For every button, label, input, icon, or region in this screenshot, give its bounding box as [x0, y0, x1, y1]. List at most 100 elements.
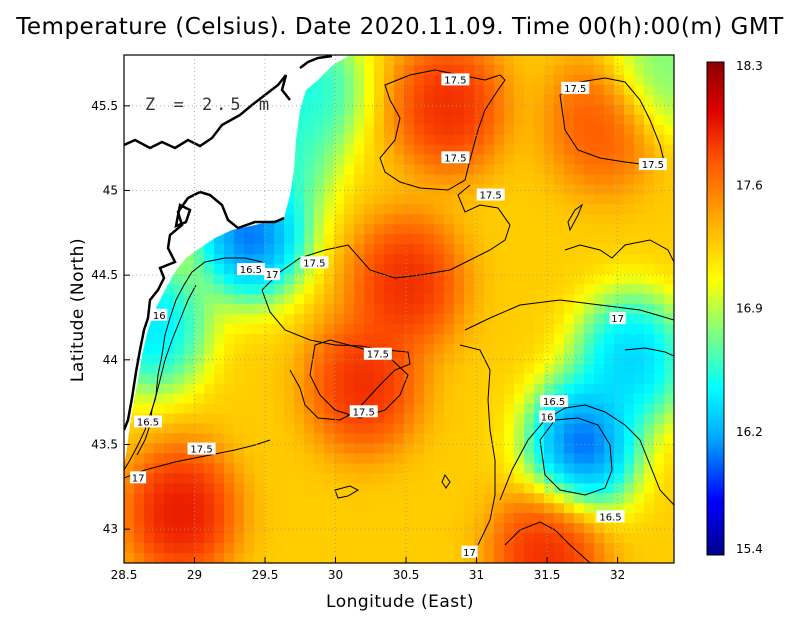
field-cell [374, 313, 385, 325]
field-cell [174, 523, 185, 534]
colorbar-tick-label: 17.6 [736, 178, 763, 192]
field-cell [414, 463, 425, 474]
field-cell [464, 343, 475, 355]
field-cell [194, 463, 205, 474]
field-cell [294, 114, 305, 126]
field-cell [124, 483, 135, 494]
field-cell [534, 443, 545, 455]
field-cell [274, 553, 285, 563]
field-cell [424, 84, 435, 96]
field-cell [344, 244, 355, 255]
field-cell [354, 184, 365, 196]
field-cell [154, 543, 165, 554]
field-cell [384, 74, 395, 86]
field-cell [454, 383, 465, 395]
field-cell [394, 473, 405, 484]
field-cell [484, 154, 495, 166]
field-cell [284, 343, 295, 355]
field-cell [274, 363, 285, 375]
field-cell [314, 413, 325, 425]
field-cell [344, 114, 355, 126]
field-cell [124, 523, 135, 534]
field-cell [374, 543, 385, 554]
field-cell [234, 523, 245, 534]
field-cell [434, 373, 445, 385]
contour-label-text: 17 [266, 270, 279, 281]
field-cell [454, 553, 465, 563]
field-cell [374, 463, 385, 474]
field-cell [254, 423, 265, 435]
field-cell [474, 483, 485, 494]
field-cell [494, 503, 505, 514]
field-cell [364, 413, 375, 425]
field-cell [494, 543, 505, 554]
field-cell [664, 64, 674, 76]
field-cell [464, 124, 475, 136]
field-cell [394, 194, 405, 206]
contour-label: 17.5 [441, 151, 470, 164]
field-cell [394, 274, 405, 285]
field-cell [174, 513, 185, 524]
field-cell [154, 473, 165, 484]
field-cell [494, 373, 505, 385]
map-title: Temperature (Celsius). Date 2020.11.09. … [16, 14, 784, 40]
field-cell [244, 453, 255, 464]
field-cell [594, 254, 605, 265]
field-cell [614, 174, 625, 186]
field-cell [264, 453, 275, 464]
field-cell [264, 244, 275, 255]
field-cell [254, 333, 265, 345]
field-cell [184, 284, 195, 295]
field-cell [324, 154, 335, 166]
field-cell [454, 373, 465, 385]
field-cell [624, 493, 635, 504]
field-cell [304, 543, 315, 554]
field-cell [214, 543, 225, 554]
field-cell [564, 553, 575, 563]
field-cell [364, 523, 375, 534]
contour-label-bg [561, 81, 590, 94]
field-cell [434, 423, 445, 435]
field-cell [614, 493, 625, 504]
field-cell [294, 323, 305, 335]
field-cell [474, 363, 485, 375]
field-cell [404, 403, 415, 415]
field-cell [214, 483, 225, 494]
field-cell [154, 453, 165, 464]
field-cell [384, 84, 395, 96]
field-cell [384, 244, 395, 255]
field-cell [434, 94, 445, 106]
field-cell [634, 483, 645, 494]
field-cell [284, 214, 295, 225]
field-cell [444, 373, 455, 385]
contour-label-text: 17.5 [480, 191, 502, 202]
field-cell [354, 284, 365, 295]
field-cell [384, 144, 395, 156]
field-cell [404, 204, 415, 215]
field-cell [494, 174, 505, 186]
field-cell [364, 214, 375, 225]
field-cell [174, 393, 185, 405]
field-cell [474, 55, 485, 66]
contour-label: 16.5 [133, 415, 162, 428]
field-cell [424, 124, 435, 136]
field-cell [344, 543, 355, 554]
field-cell [534, 55, 545, 66]
field-cell [234, 553, 245, 563]
contour-label-bg [441, 151, 470, 164]
field-cell [324, 194, 335, 206]
field-cell [124, 533, 135, 544]
field-cell [554, 104, 565, 116]
field-cell [494, 64, 505, 76]
field-cell [484, 104, 495, 116]
field-cell [374, 403, 385, 415]
field-cell [624, 204, 635, 215]
field-cell [304, 473, 315, 484]
x-axis-label: Longitude (East) [326, 592, 474, 612]
field-cell [294, 483, 305, 494]
field-cell [364, 423, 375, 435]
field-cell [194, 413, 205, 425]
field-cell [444, 104, 455, 116]
field-cell [334, 114, 345, 126]
field-cell [444, 483, 455, 494]
